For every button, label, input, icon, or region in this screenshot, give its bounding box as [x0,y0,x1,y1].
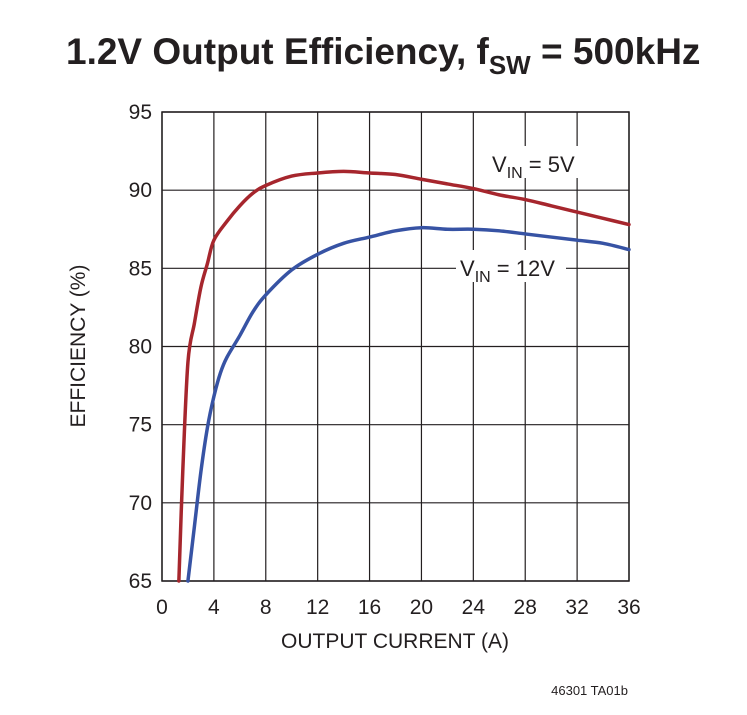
chart-title-subscript: SW [489,50,531,80]
x-tick-label: 4 [208,596,220,619]
x-tick-label: 8 [260,596,272,619]
y-tick-label: 85 [129,257,152,280]
series-label-5v: VIN = 5V [492,152,575,182]
series-label-12v: VIN = 12V [460,256,555,286]
series-label-12v-knockout [456,250,566,282]
y-tick-label: 90 [129,179,152,202]
x-tick-labels: 0 4 8 12 16 20 24 28 32 36 [156,596,641,619]
chart-title-main: 1.2V Output Efficiency, f [66,31,490,72]
x-tick-label: 36 [617,596,640,619]
series-label-5v-prefix: V [492,152,507,177]
y-tick-label: 70 [129,492,152,515]
y-tick-label: 75 [129,414,152,437]
series-label-5v-suffix: = 5V [523,152,575,177]
y-tick-labels: 65 70 75 80 85 90 95 [129,101,152,593]
y-tick-label: 95 [129,101,152,124]
y-axis-label: EFFICIENCY (%) [67,265,90,428]
plot-frame [161,111,630,582]
x-tick-label: 12 [306,596,329,619]
x-tick-label: 24 [462,596,486,619]
x-tick-label: 0 [156,596,168,619]
series-label-12v-suffix: = 12V [491,256,556,281]
x-tick-label: 32 [565,596,588,619]
series-label-12v-prefix: V [460,256,475,281]
series-label-12v-sub: IN [475,269,491,286]
x-tick-label: 28 [514,596,537,619]
series-label-5v-sub: IN [507,165,523,182]
x-tick-label: 16 [358,596,381,619]
figure-code: 46301 TA01b [551,683,628,698]
x-axis-label: OUTPUT CURRENT (A) [281,630,509,653]
series-line-vin-12v [186,225,631,583]
chart-title: 1.2V Output Efficiency, fSW = 500kHz [66,31,700,80]
series-line-vin-5v [177,169,631,583]
y-tick-label: 65 [129,570,152,593]
chart-title-rest: = 500kHz [531,31,701,72]
x-tick-label: 20 [410,596,433,619]
y-tick-label: 80 [129,336,152,359]
series-label-5v-knockout [488,146,584,178]
series-group [177,169,631,583]
